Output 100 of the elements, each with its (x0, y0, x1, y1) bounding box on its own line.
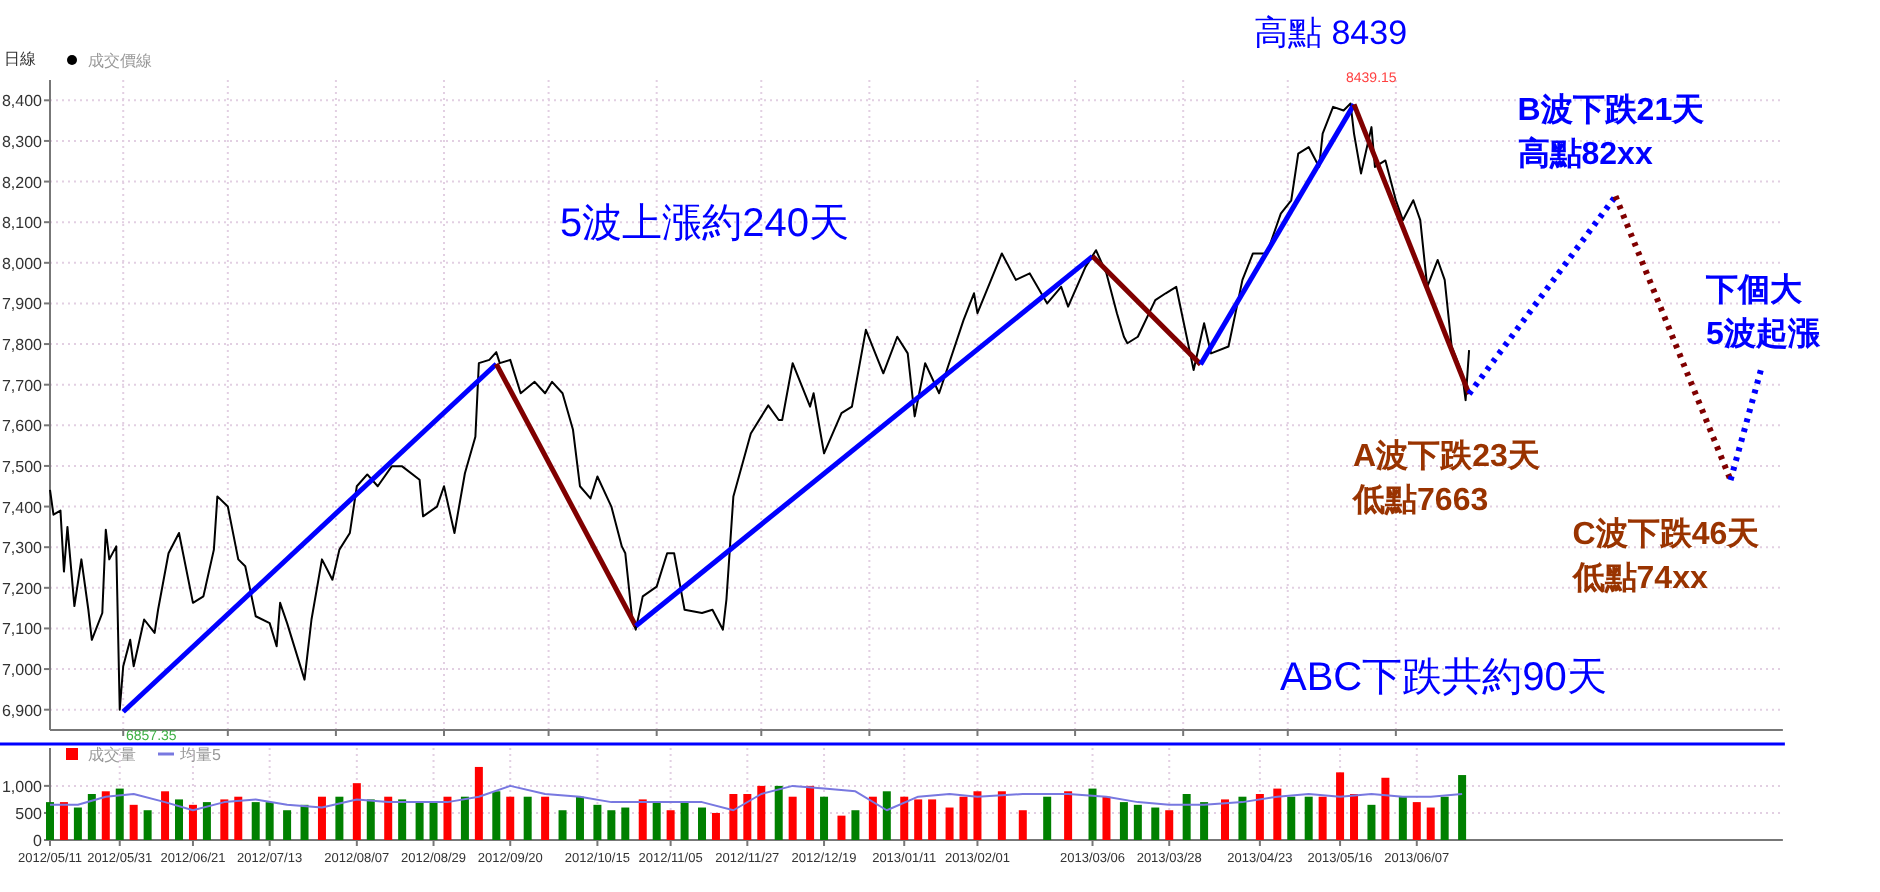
bar (1064, 791, 1073, 840)
legend-label: 均量5 (178, 746, 222, 764)
bar (317, 796, 326, 840)
bar (398, 799, 407, 840)
bar (384, 796, 393, 840)
y-tick-label: 7,900 (1, 295, 44, 314)
bar (914, 799, 923, 840)
y-tick-label: 8,300 (1, 132, 44, 151)
annotation: 高點82xx (1517, 134, 1653, 173)
bar (352, 783, 361, 840)
bar (59, 802, 68, 840)
annotation: 低點74xx (1570, 560, 1708, 597)
y-tick-label: 8,200 (1, 173, 44, 192)
annotation: B波下跌21天 (1517, 92, 1707, 129)
bar (234, 796, 243, 840)
bar (621, 807, 630, 840)
bar (1102, 796, 1111, 840)
bar (638, 799, 647, 840)
bar (806, 785, 815, 840)
bar (698, 807, 707, 840)
bar (366, 799, 375, 840)
annotation: ABC下跌共約90天 (1280, 656, 1607, 700)
bar (743, 794, 752, 840)
y-tick-label: 7,100 (1, 620, 44, 639)
bar (1412, 802, 1421, 840)
bar (251, 802, 260, 840)
bar (558, 810, 567, 840)
bar (265, 802, 274, 840)
bar (175, 799, 184, 840)
y-tick-label: 7,500 (1, 457, 44, 476)
bar (652, 802, 661, 840)
y-tick-label: 7,800 (1, 336, 44, 355)
bar (429, 802, 438, 840)
annotation: A波下跌23天 (1353, 438, 1542, 475)
bar (492, 791, 501, 840)
bar (1440, 796, 1449, 840)
bar (1043, 796, 1052, 840)
bar (593, 804, 602, 840)
bar (788, 796, 797, 840)
bar (868, 796, 877, 840)
bar (607, 810, 616, 840)
bar (1381, 777, 1390, 840)
bar (882, 791, 891, 840)
bar (188, 804, 197, 840)
bar (900, 796, 909, 840)
annotation: 5波起漲 (1705, 316, 1822, 352)
y-tick-label: 8,000 (1, 254, 44, 273)
bar (973, 791, 982, 840)
bar (1287, 796, 1296, 840)
bar (335, 796, 344, 840)
bar (757, 785, 766, 840)
bar (945, 807, 954, 840)
bar (443, 796, 452, 840)
y-tick-label: 7,000 (1, 661, 44, 680)
bar (115, 788, 124, 840)
y-tick-label: 500 (15, 804, 44, 823)
bar (1367, 804, 1376, 840)
legend-label: 成交量 (88, 746, 136, 764)
bar (1088, 788, 1097, 840)
bar (1133, 804, 1142, 840)
bar (161, 791, 170, 840)
bar (575, 796, 584, 840)
bar (1221, 799, 1230, 840)
bar (129, 804, 138, 840)
bar (1238, 796, 1247, 840)
bar (1398, 796, 1407, 840)
legend-label: 成交價線 (88, 52, 152, 70)
y-tick-label: 1,000 (1, 777, 44, 796)
bar (1350, 794, 1359, 840)
annotation: 5波上漲約240天 (560, 202, 849, 246)
bar (474, 766, 483, 840)
bar (1426, 807, 1435, 840)
y-tick-label: 8,100 (1, 214, 44, 233)
bar (1336, 772, 1345, 840)
y-tick-label: 7,600 (1, 417, 44, 436)
bar (541, 796, 550, 840)
bar (1165, 810, 1174, 840)
bar (1318, 796, 1327, 840)
bar (851, 810, 860, 840)
y-axis-title: 日線 (4, 50, 36, 68)
bar (73, 807, 82, 840)
annotation: 高點 8439 (1254, 14, 1408, 53)
bar (46, 802, 54, 840)
bar (680, 802, 689, 840)
bar (711, 812, 720, 840)
bar (202, 802, 211, 840)
bar (774, 785, 783, 840)
y-tick-label: 7,200 (1, 579, 44, 598)
bar (1151, 807, 1160, 840)
y-tick-label: 8,400 (1, 92, 44, 111)
bar (460, 796, 469, 840)
annotation: 下個大 (1703, 272, 1804, 308)
bar (997, 791, 1006, 840)
bar (837, 815, 846, 840)
bar (300, 804, 309, 840)
bar (143, 810, 152, 840)
bar (820, 796, 829, 840)
y-tick-label: 0 (33, 832, 44, 850)
bar (1200, 802, 1209, 840)
y-tick-label: 6,900 (1, 701, 44, 720)
